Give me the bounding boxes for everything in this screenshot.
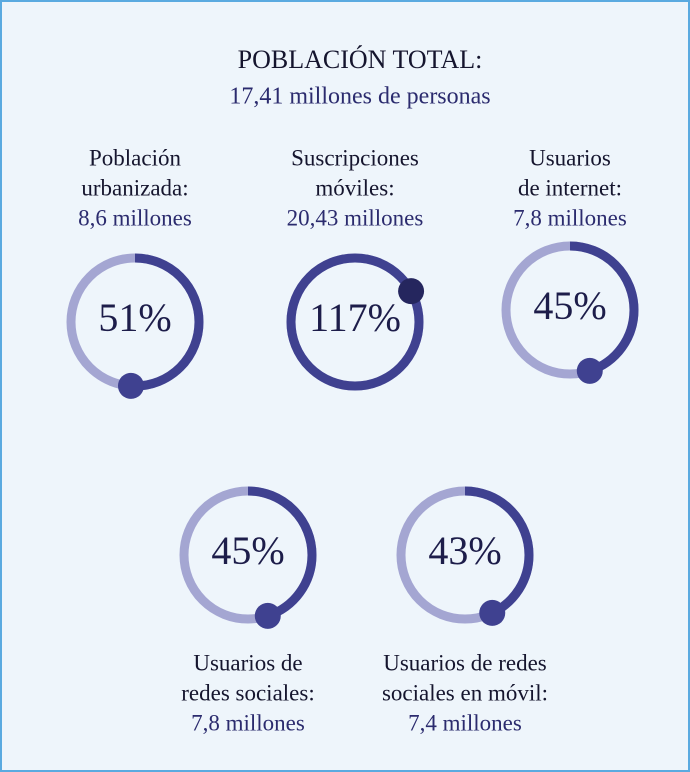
- gauge-amount: 7,8 millones: [513, 205, 627, 230]
- gauge-amount: 7,4 millones: [408, 710, 522, 735]
- gauge-percent: 51%: [98, 295, 171, 340]
- gauge-percent: 117%: [309, 295, 401, 340]
- gauge-knob: [254, 602, 281, 629]
- gauge-knob: [117, 372, 144, 399]
- gauge-label: Usuarios de: [193, 650, 302, 675]
- gauge-label: Usuarios de redes: [383, 650, 547, 675]
- gauge-amount: 7,8 millones: [191, 710, 305, 735]
- gauge-arc: [179, 486, 317, 624]
- gauge-knob: [479, 599, 506, 626]
- gauge-label: urbanizada:: [81, 175, 188, 200]
- gauge-percent: 45%: [533, 283, 606, 328]
- gauge-arc: [286, 253, 424, 391]
- gauge-percent: 43%: [428, 528, 501, 573]
- subtitle: 17,41 millones de personas: [229, 84, 490, 110]
- gauge-knob: [398, 278, 425, 305]
- gauge-label: redes sociales:: [181, 680, 314, 705]
- gauge-arc: [501, 241, 639, 379]
- gauge-amount: 8,6 millones: [78, 205, 192, 230]
- gauge-arc: [396, 486, 534, 624]
- gauge-label: Suscripciones: [291, 145, 419, 170]
- gauge-label: de internet:: [518, 175, 622, 200]
- title: POBLACIÓN TOTAL:: [238, 45, 483, 74]
- gauge-label: Usuarios: [529, 145, 611, 170]
- gauge-knob: [576, 357, 603, 384]
- gauge-label: Población: [89, 145, 181, 170]
- gauge-label: móviles:: [315, 175, 394, 200]
- gauge-amount: 20,43 millones: [287, 205, 424, 230]
- gauge-label: sociales en móvil:: [382, 680, 548, 705]
- gauge-percent: 45%: [211, 528, 284, 573]
